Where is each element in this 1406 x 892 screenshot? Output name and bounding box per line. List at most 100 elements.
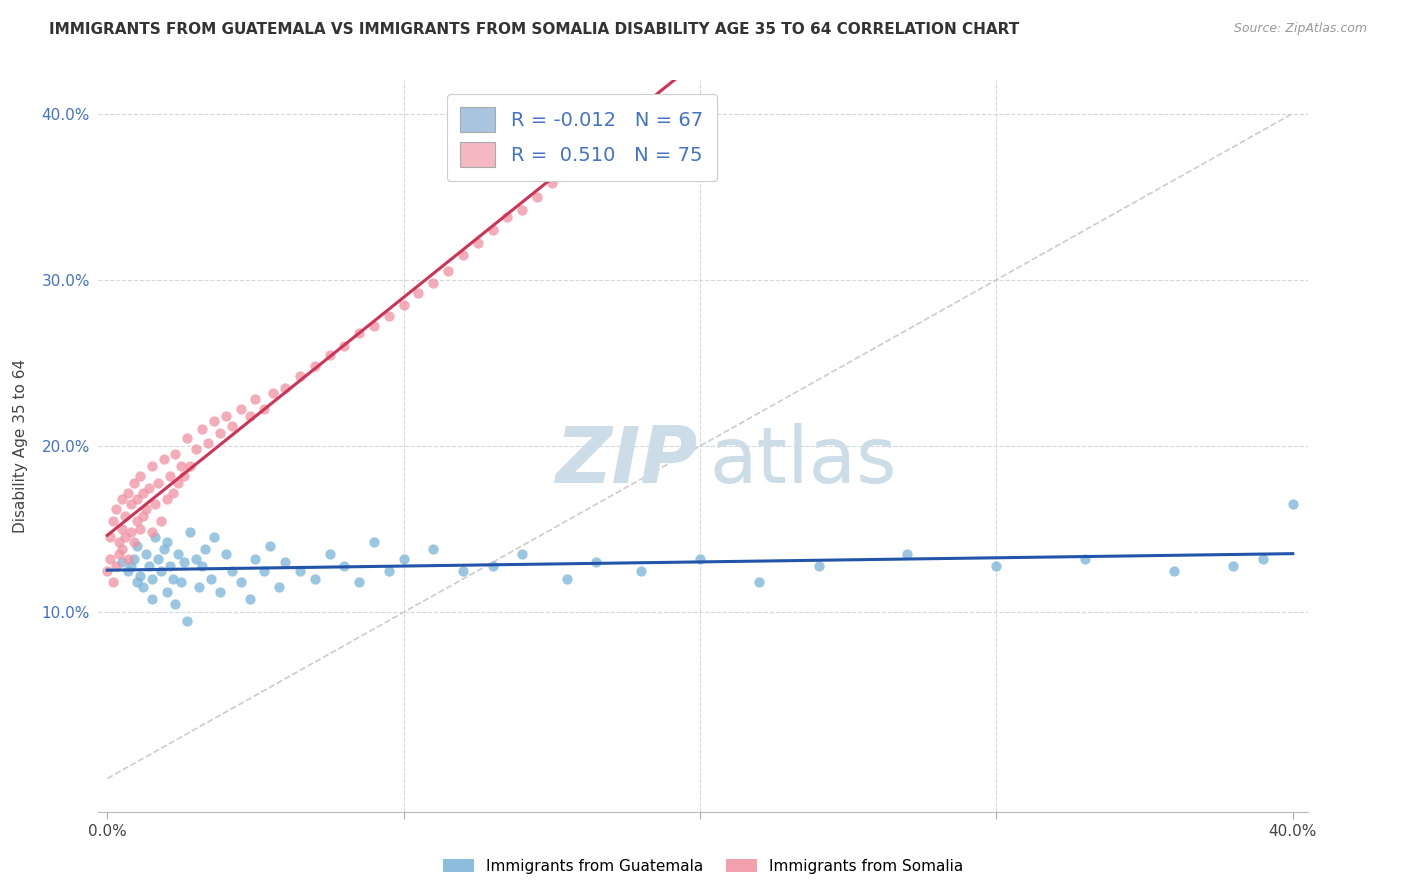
- Point: [253, 402, 276, 417]
- Point: [155, 535, 177, 549]
- Point: [200, 572, 222, 586]
- Point: [191, 558, 214, 573]
- Point: [152, 542, 174, 557]
- Point: [186, 442, 208, 457]
- Point: [378, 310, 401, 324]
- Point: [114, 530, 136, 544]
- Point: [585, 555, 607, 569]
- Point: [408, 286, 430, 301]
- Point: [129, 568, 152, 582]
- Point: [221, 564, 243, 578]
- Point: [176, 614, 198, 628]
- Point: [215, 547, 238, 561]
- Point: [179, 525, 201, 540]
- Point: [304, 572, 326, 586]
- Point: [333, 339, 356, 353]
- Point: [132, 485, 155, 500]
- Point: [896, 547, 918, 561]
- Legend: R = -0.012   N = 67, R =  0.510   N = 75: R = -0.012 N = 67, R = 0.510 N = 75: [447, 94, 717, 180]
- Point: [162, 485, 184, 500]
- Point: [437, 264, 460, 278]
- Point: [117, 485, 139, 500]
- Point: [111, 492, 134, 507]
- Point: [274, 555, 297, 569]
- Point: [229, 575, 252, 590]
- Point: [304, 359, 326, 374]
- Point: [167, 475, 190, 490]
- Point: [288, 369, 311, 384]
- Point: [155, 492, 177, 507]
- Point: [288, 564, 311, 578]
- Point: [155, 585, 177, 599]
- Point: [170, 575, 193, 590]
- Point: [239, 409, 262, 423]
- Point: [159, 558, 181, 573]
- Point: [103, 514, 125, 528]
- Point: [120, 558, 142, 573]
- Point: [141, 572, 163, 586]
- Point: [120, 525, 142, 540]
- Point: [165, 597, 187, 611]
- Point: [122, 535, 145, 549]
- Point: [630, 564, 652, 578]
- Point: [135, 547, 157, 561]
- Point: [159, 469, 181, 483]
- Point: [141, 458, 163, 473]
- Point: [165, 447, 187, 461]
- Point: [333, 558, 356, 573]
- Point: [215, 409, 238, 423]
- Text: IMMIGRANTS FROM GUATEMALA VS IMMIGRANTS FROM SOMALIA DISABILITY AGE 35 TO 64 COR: IMMIGRANTS FROM GUATEMALA VS IMMIGRANTS …: [49, 22, 1019, 37]
- Point: [129, 522, 152, 536]
- Point: [125, 575, 148, 590]
- Point: [245, 392, 267, 407]
- Point: [105, 558, 128, 573]
- Point: [274, 381, 297, 395]
- Point: [125, 514, 148, 528]
- Point: [149, 564, 172, 578]
- Point: [111, 522, 134, 536]
- Point: [689, 552, 711, 566]
- Point: [120, 497, 142, 511]
- Point: [262, 385, 284, 400]
- Point: [318, 547, 340, 561]
- Point: [146, 475, 169, 490]
- Point: [111, 542, 134, 557]
- Point: [96, 564, 118, 578]
- Point: [125, 492, 148, 507]
- Point: [167, 547, 190, 561]
- Point: [146, 552, 169, 566]
- Point: [117, 564, 139, 578]
- Point: [1222, 558, 1244, 573]
- Point: [105, 502, 128, 516]
- Point: [510, 547, 533, 561]
- Point: [162, 572, 184, 586]
- Point: [347, 326, 370, 340]
- Point: [188, 580, 211, 594]
- Point: [239, 591, 262, 606]
- Point: [221, 419, 243, 434]
- Point: [481, 223, 503, 237]
- Point: [986, 558, 1008, 573]
- Point: [143, 530, 166, 544]
- Point: [197, 435, 219, 450]
- Point: [422, 542, 444, 557]
- Point: [540, 177, 562, 191]
- Point: [1163, 564, 1185, 578]
- Point: [138, 481, 160, 495]
- Y-axis label: Disability Age 35 to 64: Disability Age 35 to 64: [13, 359, 28, 533]
- Point: [496, 210, 519, 224]
- Point: [98, 552, 121, 566]
- Point: [510, 202, 533, 217]
- Point: [141, 591, 163, 606]
- Point: [179, 458, 201, 473]
- Point: [555, 156, 578, 170]
- Point: [208, 425, 231, 440]
- Point: [318, 347, 340, 362]
- Point: [152, 452, 174, 467]
- Point: [114, 508, 136, 523]
- Point: [141, 525, 163, 540]
- Point: [176, 431, 198, 445]
- Text: ZIP: ZIP: [555, 423, 697, 499]
- Point: [1074, 552, 1097, 566]
- Point: [129, 469, 152, 483]
